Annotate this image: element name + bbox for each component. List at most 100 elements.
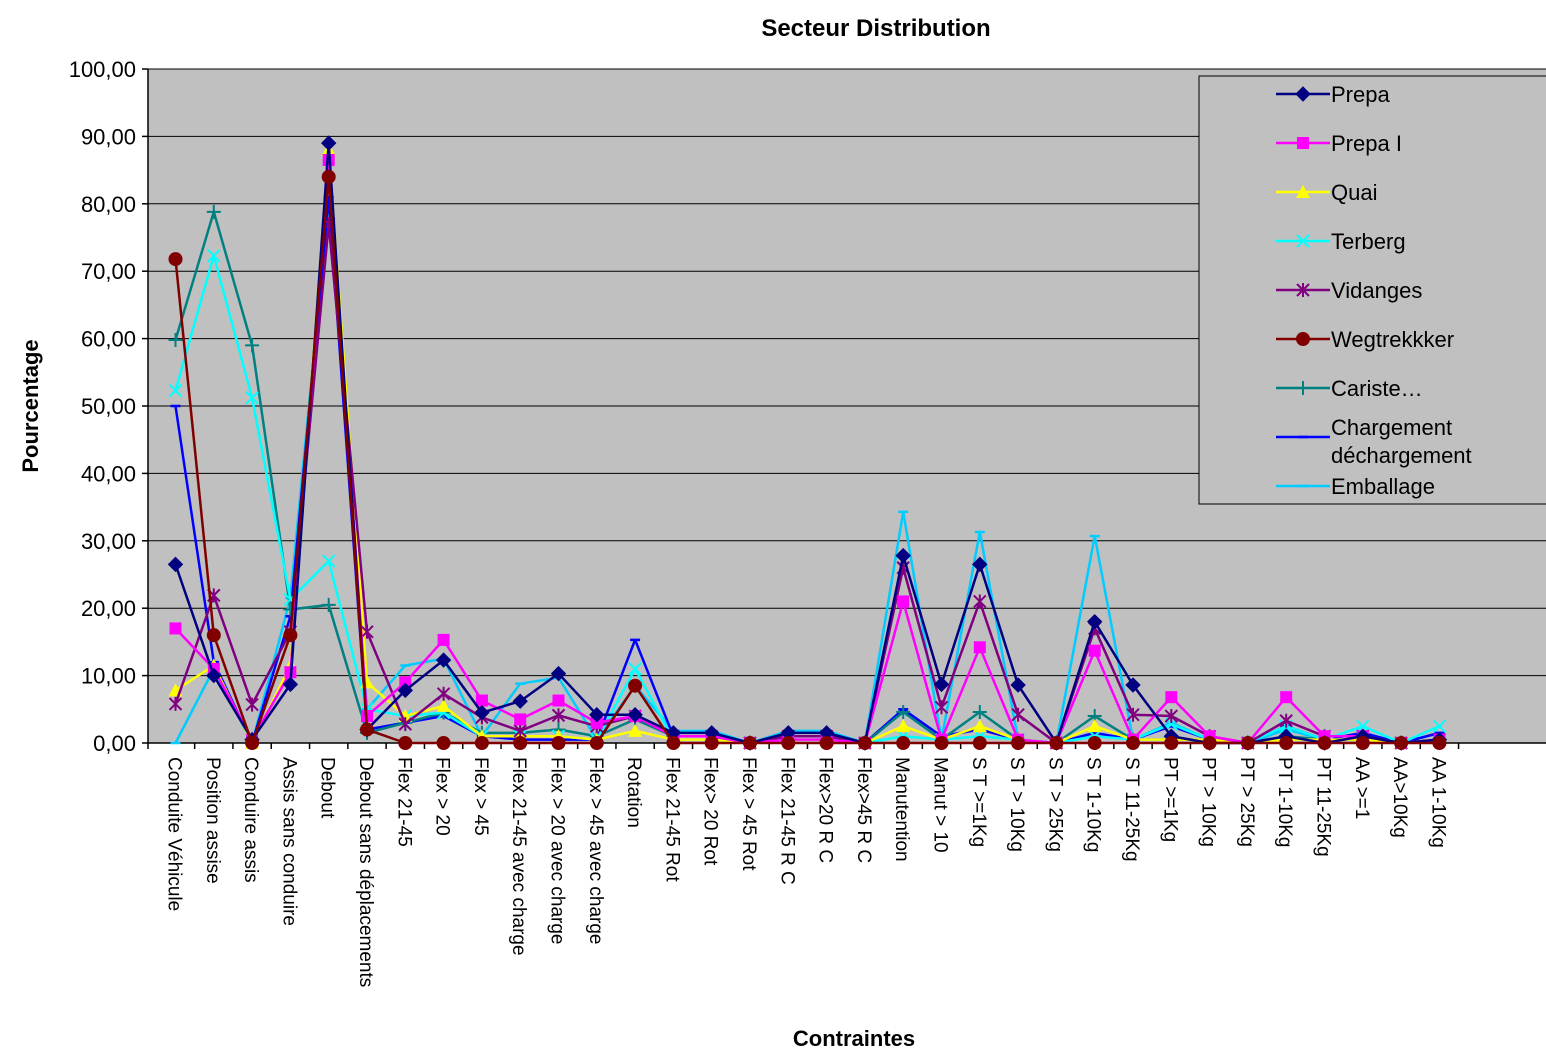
data-point <box>283 628 298 643</box>
data-point <box>435 652 452 668</box>
x-tick-label: Assis sans conduire <box>278 757 299 926</box>
data-point <box>245 391 259 405</box>
data-point <box>436 698 451 712</box>
data-point <box>1164 709 1179 724</box>
x-tick-label: Rotation <box>623 757 644 828</box>
data-point <box>590 716 603 729</box>
data-point <box>781 736 796 750</box>
legend-entry: Vidanges <box>1276 278 1422 303</box>
x-tick-label: Debout sans déplacements <box>355 757 376 987</box>
data-point <box>168 696 183 711</box>
data-point <box>704 736 719 750</box>
data-point <box>895 547 911 564</box>
data-point <box>1432 719 1447 733</box>
data-point <box>1011 736 1026 750</box>
data-point <box>933 676 950 693</box>
series-wegtrekkker <box>168 169 1447 750</box>
legend-label: Prepa <box>1331 82 1390 107</box>
legend-label: Quai <box>1331 180 1377 205</box>
data-point <box>1087 719 1102 733</box>
data-point <box>1126 736 1140 750</box>
data-point <box>398 717 413 732</box>
legend-entry: Chargement déchargement <box>1276 415 1472 468</box>
y-tick-label: 10,00 <box>81 664 136 689</box>
x-tick-label: S T 11-25Kg <box>1121 757 1142 862</box>
legend-label: Chargement <box>1331 415 1452 440</box>
data-point <box>972 736 987 750</box>
data-point <box>320 135 337 151</box>
data-point <box>896 736 911 750</box>
data-point <box>1164 736 1179 750</box>
x-tick-label: PT > 25Kg <box>1236 757 1257 847</box>
data-point <box>397 682 414 699</box>
data-point <box>628 678 643 693</box>
x-tick-label: Conduire assis <box>240 757 261 883</box>
data-point <box>474 704 490 721</box>
data-point <box>896 719 911 733</box>
data-point <box>896 704 911 719</box>
data-point <box>513 736 528 750</box>
legend-label: Terberg <box>1331 229 1406 254</box>
data-point <box>934 736 949 750</box>
legend-entry: Wegtrekkker <box>1276 327 1454 352</box>
data-point <box>360 722 374 737</box>
x-tick-label: PT > 10Kg <box>1198 757 1219 847</box>
data-point <box>897 595 910 608</box>
data-point <box>1356 719 1370 733</box>
x-tick-label: Flex > 45 Rot <box>738 757 759 871</box>
y-tick-label: 20,00 <box>81 596 136 621</box>
y-tick-label: 40,00 <box>81 461 136 486</box>
x-tick-label: Position assise <box>202 757 223 884</box>
x-tick-label: PT 1-10Kg <box>1274 757 1295 847</box>
y-tick-label: 80,00 <box>81 192 136 217</box>
legend-entry: Emballage <box>1276 474 1435 499</box>
data-point <box>399 676 412 689</box>
legend-entry: Prepa I <box>1276 131 1402 156</box>
data-point <box>1279 713 1293 728</box>
data-point <box>1088 644 1101 657</box>
legend-entry: Terberg <box>1276 229 1406 254</box>
y-tick-label: 50,00 <box>81 394 136 419</box>
data-point <box>321 554 336 568</box>
data-point <box>1295 86 1311 102</box>
y-tick-label: 70,00 <box>81 259 136 284</box>
data-point <box>245 338 260 353</box>
x-tick-label: Flex 21-45 <box>393 757 414 847</box>
data-point <box>666 736 681 750</box>
y-axis-label: Pourcentage <box>18 339 43 472</box>
data-point <box>1049 736 1064 750</box>
x-tick-label: S T > 10Kg <box>1006 757 1027 852</box>
x-tick-label: Flex> 20 Rot <box>700 757 721 866</box>
series-lines <box>167 135 1448 751</box>
data-point <box>972 556 988 573</box>
x-tick-label: Debout <box>317 757 338 819</box>
data-point <box>168 332 183 347</box>
data-point <box>819 736 834 750</box>
data-point <box>1087 736 1102 750</box>
data-point <box>398 736 413 750</box>
data-point <box>1010 677 1026 693</box>
legend-label: Prepa I <box>1331 131 1402 156</box>
data-point <box>1011 707 1025 722</box>
data-point <box>474 736 489 750</box>
x-tick-label: AA 1-10Kg <box>1427 757 1448 848</box>
data-point <box>245 736 260 750</box>
x-tick-label: S T >=1Kg <box>968 757 989 847</box>
data-point <box>167 556 184 573</box>
data-point <box>589 736 604 750</box>
data-point <box>514 713 527 726</box>
data-point <box>589 706 605 723</box>
data-point <box>857 736 872 750</box>
data-point <box>207 248 221 263</box>
data-point <box>1297 137 1309 149</box>
data-point <box>1317 736 1332 750</box>
legend-label: Vidanges <box>1331 278 1422 303</box>
data-point <box>1296 185 1310 198</box>
x-tick-label: Flex 21-45 R C <box>776 757 797 885</box>
x-tick-label: AA >=1 <box>1351 757 1372 819</box>
x-tick-label: PT 11-25Kg <box>1313 757 1334 857</box>
legend-label: déchargement <box>1331 443 1472 468</box>
x-tick-label: PT >=1Kg <box>1159 757 1180 842</box>
series-line <box>174 175 1440 745</box>
